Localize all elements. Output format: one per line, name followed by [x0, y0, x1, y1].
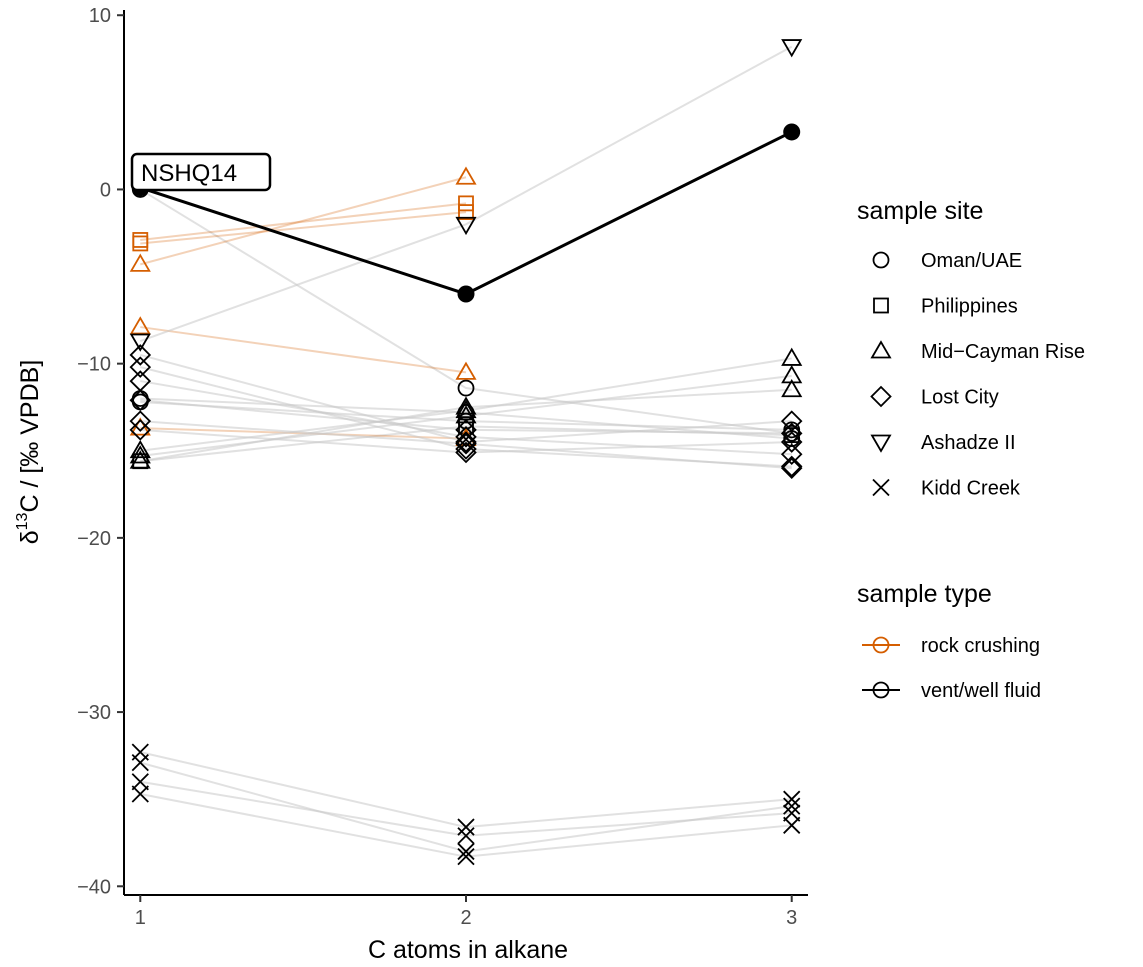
y-tick-label: −30 — [77, 702, 111, 724]
data-point-triangle-down — [129, 333, 151, 352]
data-point-square — [458, 204, 474, 220]
data-point-triangle-up — [129, 450, 151, 469]
data-point-square — [132, 235, 149, 252]
data-point-triangle-down — [781, 39, 803, 58]
data-point-cross — [457, 848, 475, 866]
data-point-cross — [457, 842, 475, 861]
legend-site-label: Lost City — [921, 387, 999, 409]
highlight-point — [457, 285, 475, 303]
data-point-cross — [783, 816, 801, 834]
data-point-diamond — [780, 443, 803, 466]
data-point-cross — [131, 785, 149, 803]
series-connector-line — [140, 211, 467, 245]
data-point-diamond — [129, 389, 152, 412]
series-connector-line — [140, 380, 792, 456]
legend-type-label: rock crushing — [921, 635, 1040, 657]
data-point-diamond — [780, 455, 803, 478]
data-point-triangle-down — [455, 216, 477, 236]
data-point-triangle-up — [455, 396, 477, 415]
legend-type-circle — [872, 681, 890, 699]
data-point-diamond — [129, 419, 152, 441]
legend-site-key-cross — [872, 478, 890, 497]
data-point-cross — [783, 804, 801, 822]
legend-site-key-square — [873, 297, 889, 314]
x-tick-label: 2 — [460, 907, 471, 929]
data-point-cross — [131, 753, 149, 772]
data-point-triangle-up — [129, 439, 151, 459]
data-point-diamond — [129, 356, 152, 378]
legend-site-title: sample site — [857, 197, 983, 225]
highlight-point — [783, 123, 801, 141]
data-point-cross — [783, 790, 801, 808]
data-point-diamond — [455, 419, 477, 441]
y-tick-label: 0 — [100, 179, 111, 201]
x-tick-label: 1 — [135, 907, 146, 929]
y-tick-label: −20 — [77, 528, 111, 550]
data-point-triangle-up — [455, 166, 477, 185]
data-point-diamond — [780, 457, 803, 479]
data-markers — [129, 39, 803, 866]
legend-site-key-triangle-up — [870, 340, 892, 359]
series-connector-line — [139, 45, 793, 342]
y-axis-title-delta: δ — [16, 530, 44, 544]
series-connector-line — [140, 176, 467, 266]
legend-site-label: Ashadze II — [921, 432, 1016, 454]
x-ticks: 1 2 3 — [135, 895, 797, 929]
series-connector-line — [140, 397, 792, 440]
axes: 10 0 −10 −20 −30 −40 1 2 3 — [77, 5, 808, 929]
data-point-triangle-up — [455, 405, 477, 424]
legend-site-label: Kidd Creek — [921, 478, 1021, 500]
legend-site-label: Oman/UAE — [921, 250, 1022, 272]
y-tick-label: 10 — [89, 5, 111, 27]
legend-site-key-diamond — [870, 385, 892, 408]
series-connector-line — [140, 202, 467, 241]
legend-type-title: sample type — [857, 580, 992, 608]
data-point-triangle-up — [781, 347, 803, 366]
data-point-cross — [457, 818, 475, 836]
series-connector-line — [140, 792, 792, 858]
callout-box — [130, 152, 272, 192]
data-point-triangle-up — [129, 253, 151, 272]
data-point-cross — [457, 827, 475, 845]
data-point-triangle-up — [129, 445, 151, 464]
y-axis-title-superscript: 13 — [14, 512, 31, 530]
data-point-diamond — [455, 433, 477, 455]
y-axis-title: δ13C / [‰ VPDB] — [14, 360, 44, 545]
y-tick-label: −10 — [77, 354, 111, 376]
data-point-diamond — [780, 431, 803, 453]
legend-site-label: Philippines — [921, 296, 1018, 318]
data-point-triangle-up — [455, 361, 477, 380]
y-axis-title-rest: C / [‰ VPDB] — [16, 360, 44, 513]
legend-sample-site: sample site Oman/UAE Philippines Mid−Cayma… — [857, 197, 1085, 500]
legend-site-key-circle — [872, 251, 890, 269]
x-tick-label: 3 — [786, 907, 797, 929]
data-point-square — [458, 195, 474, 212]
legend-site-key-triangle-down — [870, 434, 892, 453]
data-point-diamond — [780, 410, 803, 432]
data-point-circle — [457, 379, 475, 397]
legend-sample-type: sample type rock crushing vent/well fluid — [857, 580, 1041, 702]
data-point-diamond — [455, 441, 477, 464]
data-point-diamond — [129, 410, 152, 432]
data-point-diamond — [129, 344, 152, 366]
data-point-diamond — [780, 422, 803, 445]
y-ticks: 10 0 −10 −20 −30 −40 — [77, 5, 124, 898]
legend-type-circle — [872, 636, 890, 654]
y-tick-label: −40 — [77, 876, 111, 898]
data-point-triangle-up — [455, 399, 477, 419]
data-point-triangle-up — [781, 378, 803, 398]
callout-label: NSHQ14 — [141, 160, 237, 187]
series-connector-line — [139, 188, 792, 435]
data-point-triangle-up — [129, 316, 151, 335]
data-point-cross — [783, 797, 801, 815]
x-axis-title: C atoms in alkane — [368, 936, 568, 964]
legend-type-label: vent/well fluid — [921, 680, 1041, 702]
data-point-cross — [131, 773, 149, 791]
series-connector-line — [140, 326, 467, 374]
highlight-callout: NSHQ14 — [130, 152, 272, 192]
legend-site-label: Mid−Cayman Rise — [921, 341, 1085, 363]
